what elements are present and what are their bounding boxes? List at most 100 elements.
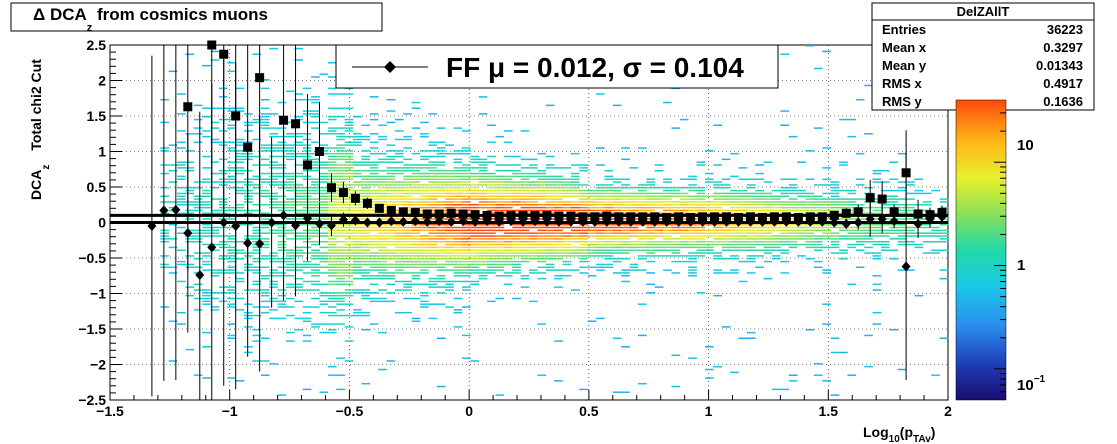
heatmap-cell (193, 258, 203, 260)
heatmap-cell (721, 195, 731, 198)
heatmap-cell (336, 198, 345, 200)
heatmap-cell (780, 204, 790, 206)
data-point-diamond (817, 216, 827, 227)
heatmap-cell (227, 187, 236, 189)
heatmap-cell (369, 184, 379, 186)
heatmap-cell (411, 198, 421, 200)
heatmap-cell (386, 150, 396, 152)
heatmap-cell (604, 201, 614, 203)
heatmap-cell (420, 195, 429, 198)
heatmap-cell (461, 164, 471, 166)
heatmap-cell (646, 240, 655, 243)
heatmap-cell (378, 181, 387, 183)
heatmap-cell (495, 240, 505, 243)
heatmap-cell (436, 147, 446, 149)
heatmap-cell (394, 269, 404, 271)
heatmap-cell (805, 238, 815, 240)
heatmap-cell (704, 368, 714, 371)
heatmap-cell (361, 246, 371, 249)
heatmap-cell (344, 135, 354, 138)
heatmap-cell (713, 209, 723, 212)
heatmap-cell (269, 198, 278, 200)
heatmap-cell (210, 243, 220, 246)
heatmap-cell (730, 371, 739, 374)
heatmap-cell (420, 187, 429, 189)
heatmap-cell (755, 229, 764, 232)
heatmap-cell (554, 201, 563, 203)
heatmap-cell (193, 283, 203, 286)
heatmap-cell (378, 184, 387, 186)
heatmap-cell (202, 195, 211, 198)
heatmap-cell (780, 201, 790, 203)
heatmap-cell (394, 243, 404, 246)
heatmap-cell (679, 229, 689, 232)
heatmap-cell (487, 181, 496, 183)
data-point-diamond (889, 216, 899, 227)
heatmap-cell (487, 243, 496, 246)
heatmap-cell (294, 141, 304, 144)
heatmap-cell (327, 76, 337, 78)
data-point-square (506, 210, 516, 220)
data-point-square (422, 209, 432, 219)
heatmap-cell (244, 141, 253, 144)
heatmap-cell (428, 260, 438, 263)
heatmap-cell (269, 286, 278, 288)
heatmap-cell (503, 258, 513, 260)
palette-label-0.1: 10−1 (1017, 374, 1046, 394)
heatmap-cell (537, 260, 547, 263)
data-point-square (303, 160, 313, 170)
heatmap-cell (319, 133, 329, 135)
heatmap-cell (327, 243, 337, 246)
stats-row-label: Entries (882, 22, 926, 37)
heatmap-cell (696, 164, 706, 166)
heatmap-cell (344, 209, 354, 212)
heatmap-cell (428, 161, 438, 163)
heatmap-cell (311, 167, 320, 169)
heatmap-cell (478, 169, 488, 172)
heatmap-cell (294, 93, 304, 95)
heatmap-cell (461, 198, 471, 200)
heatmap-cell (361, 164, 371, 166)
heatmap-cell (864, 187, 873, 189)
heatmap-cell (394, 223, 404, 226)
heatmap-cell (554, 184, 563, 186)
heatmap-cell (730, 249, 739, 251)
heatmap-cell (520, 258, 530, 260)
heatmap-cell (386, 98, 396, 101)
heatmap-cell (285, 90, 295, 92)
heatmap-cell (277, 317, 287, 320)
heatmap-cell (319, 311, 329, 314)
heatmap-cell (319, 121, 329, 124)
heatmap-cell (738, 226, 748, 229)
heatmap-cell (344, 226, 354, 229)
heatmap-cell (202, 189, 211, 192)
heatmap-cell (570, 181, 580, 183)
heatmap-cell (193, 266, 203, 269)
heatmap-cell (327, 133, 337, 135)
heatmap-cell (780, 192, 790, 195)
heatmap-cell (336, 266, 345, 269)
heatmap-cell (830, 246, 840, 249)
heatmap-cell (906, 229, 915, 232)
heatmap-cell (386, 229, 396, 232)
heatmap-cell (537, 209, 547, 212)
heatmap-cell (428, 212, 438, 215)
heatmap-cell (621, 178, 630, 180)
heatmap-cell (822, 167, 831, 169)
heatmap-cell (730, 226, 739, 229)
heatmap-cell (327, 283, 337, 286)
heatmap-cell (252, 334, 262, 337)
heatmap-cell (663, 238, 672, 240)
heatmap-cell (327, 152, 337, 155)
heatmap-cell (252, 329, 262, 331)
heatmap-cell (704, 178, 714, 180)
heatmap-cell (579, 226, 588, 229)
heatmap-cell (545, 104, 555, 107)
heatmap-cell (411, 178, 421, 180)
heatmap-cell (252, 175, 262, 178)
heatmap-cell (537, 189, 547, 192)
heatmap-cell (554, 275, 563, 277)
data-point-square (470, 210, 480, 220)
heatmap-cell (285, 189, 295, 192)
heatmap-cell (738, 280, 748, 283)
